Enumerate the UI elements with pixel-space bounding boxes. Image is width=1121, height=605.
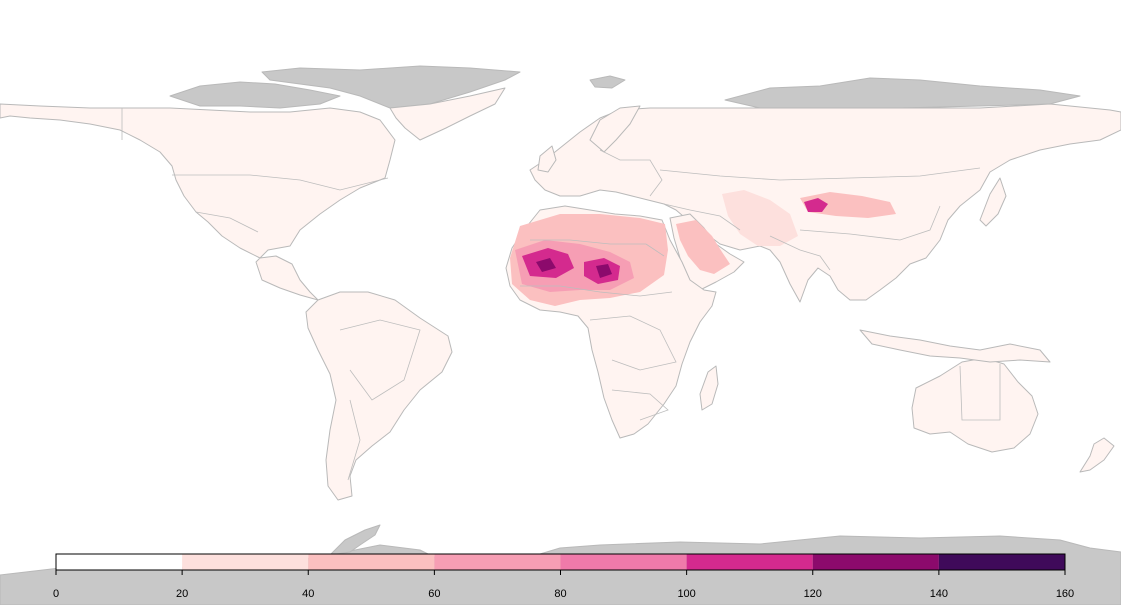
new-zealand — [1079, 437, 1115, 473]
north-america — [0, 103, 396, 301]
border-india — [769, 235, 831, 271]
legend-bin-0 — [56, 554, 183, 570]
siberia-arctic-ice — [724, 77, 1081, 109]
concentration-layer — [510, 190, 896, 306]
greenland — [389, 87, 506, 141]
madagascar — [699, 365, 719, 411]
border-russia-south — [659, 167, 981, 181]
taklamakan-level-100 — [804, 198, 828, 212]
japan — [979, 177, 1007, 227]
canada-arctic-ice — [169, 81, 341, 109]
greenland-north-ice — [261, 65, 521, 109]
country-borders — [121, 108, 1001, 481]
legend-bin-7 — [938, 554, 1065, 570]
border-australia — [959, 364, 1001, 421]
arabia-level-40 — [676, 220, 730, 274]
legend-bin-4 — [560, 554, 687, 570]
iran-level-20 — [722, 190, 798, 246]
border-africa-north — [530, 239, 665, 257]
lake-chad-level-140 — [596, 264, 612, 278]
legend-tick-label: 100 — [677, 588, 695, 600]
border-argentina — [347, 399, 361, 481]
legend-tick-label: 60 — [428, 588, 440, 600]
indonesia — [859, 329, 1051, 363]
legend-bin-5 — [686, 554, 813, 570]
uk-ireland — [537, 145, 557, 173]
legend-tick-label: 160 — [1056, 588, 1074, 600]
taklamakan-level-40 — [800, 192, 896, 218]
legend-bin-2 — [308, 554, 435, 570]
legend-bin-6 — [812, 554, 939, 570]
australia — [911, 357, 1039, 453]
legend-tick-label: 120 — [804, 588, 822, 600]
legend-bin-1 — [182, 554, 309, 570]
border-europe-east — [599, 149, 663, 197]
legend-bin-3 — [434, 554, 561, 570]
border-middle-east — [663, 203, 741, 231]
border-africa-south — [611, 389, 669, 421]
border-africa-central — [589, 315, 677, 371]
border-china — [799, 205, 941, 241]
border-us-mexico — [195, 211, 259, 233]
legend-tick-label: 0 — [53, 588, 59, 600]
legend-tick-label: 80 — [554, 588, 566, 600]
antarctic-peninsula-ice — [329, 524, 381, 556]
legend-tick-label: 140 — [930, 588, 948, 600]
border-brazil — [339, 319, 421, 401]
svalbard-ice — [589, 75, 626, 89]
scandinavia — [589, 105, 641, 153]
color-legend: 0 20 40 60 80 100 120 140 160 — [53, 553, 1074, 600]
border-us-canada — [172, 174, 389, 191]
legend-tick-label: 20 — [176, 588, 188, 600]
west-sahel-level-140 — [536, 258, 556, 272]
legend-tick-label: 40 — [302, 588, 314, 600]
border-africa-sahel — [520, 285, 673, 297]
